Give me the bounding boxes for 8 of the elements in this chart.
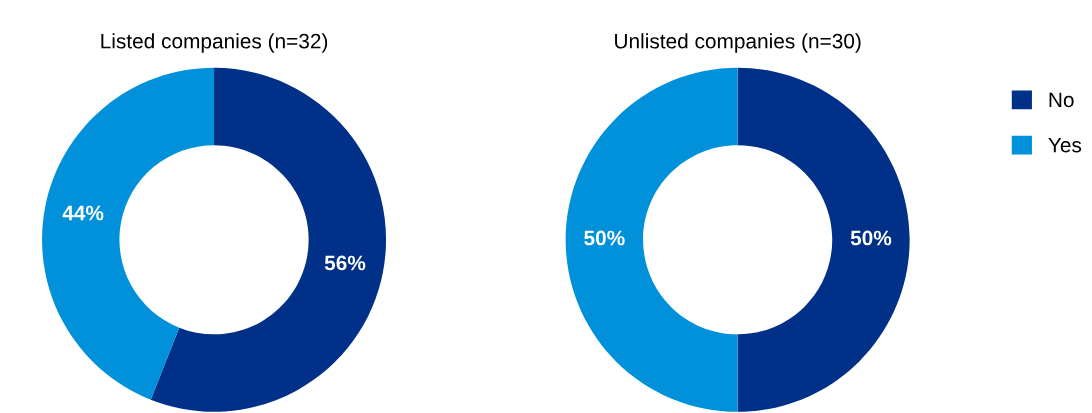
data-label: 56% xyxy=(324,255,366,271)
chart-title: Unlisted companies (n=30) xyxy=(615,33,861,53)
data-label: 50% xyxy=(584,230,625,246)
data-label: 44% xyxy=(62,205,104,221)
chart-title: Listed companies (n=32) xyxy=(101,33,328,53)
data-label: 50% xyxy=(850,230,892,246)
legend-label: Yes xyxy=(1048,137,1082,153)
legend-label: No xyxy=(1049,92,1074,108)
